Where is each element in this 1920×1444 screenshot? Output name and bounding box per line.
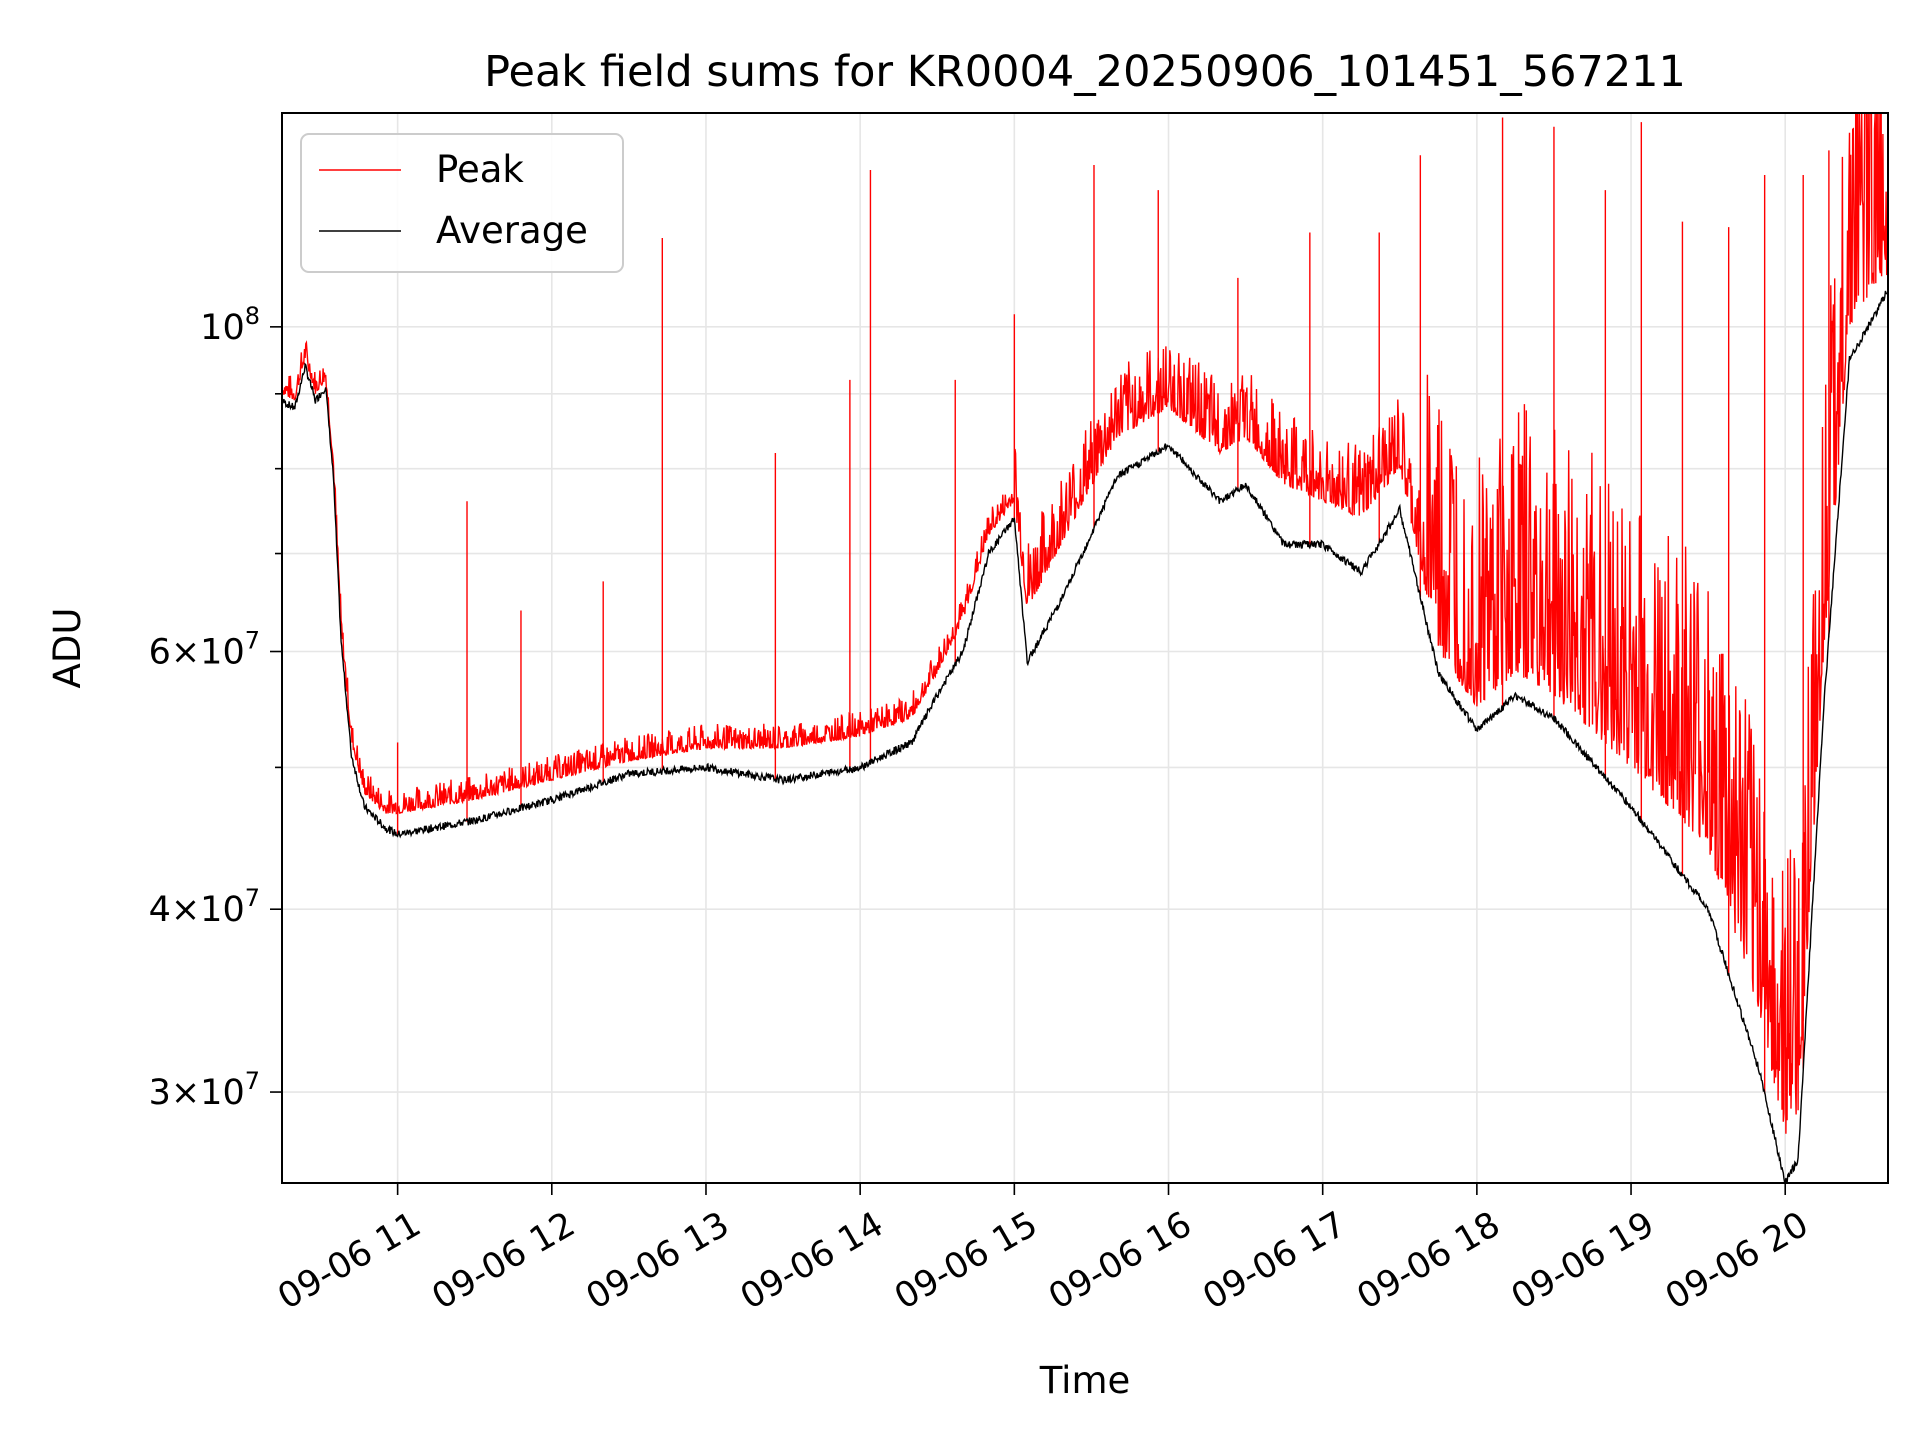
x-axis-label: Time [1039,1359,1131,1402]
grid-layer [282,113,1888,1183]
plot-frame [281,112,1889,1184]
series-line-peak [282,113,1888,1134]
legend-label-average: Average [436,209,588,252]
series-layer [282,113,1888,1183]
y-tick-label: 3×107 [149,1067,260,1113]
legend: Peak Average [300,133,624,273]
y-tick-label: 4×107 [149,884,260,930]
legend-box [300,133,624,273]
y-axis-label: ADU [46,608,89,689]
series-line-average [282,288,1888,1183]
y-tick-label: 6×107 [149,627,260,673]
legend-label-peak: Peak [436,148,524,191]
chart-title: Peak field sums for KR0004_20250906_1014… [484,47,1686,97]
